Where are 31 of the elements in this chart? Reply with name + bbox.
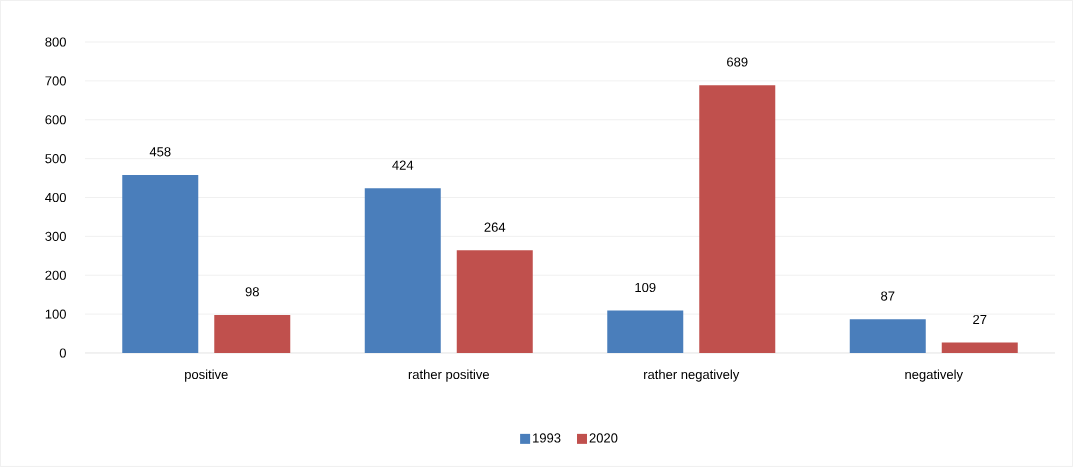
bar xyxy=(607,310,684,353)
y-tick-label: 400 xyxy=(45,192,66,203)
legend-label: 2020 xyxy=(589,433,618,443)
data-label: 458 xyxy=(149,147,171,157)
bar xyxy=(122,174,199,353)
y-tick-label: 700 xyxy=(45,76,66,86)
bar xyxy=(699,85,776,353)
data-label: 109 xyxy=(635,282,656,293)
data-label: 27 xyxy=(973,314,987,324)
y-tick-label: 200 xyxy=(45,270,66,280)
data-label: 689 xyxy=(727,57,748,67)
x-tick-label: rather positive xyxy=(408,369,489,382)
bar xyxy=(214,314,291,353)
data-label: 87 xyxy=(881,291,895,301)
x-tick-label: rather negatively xyxy=(644,369,740,382)
y-tick-label: 300 xyxy=(45,231,66,241)
data-label: 98 xyxy=(245,287,259,297)
data-label: 264 xyxy=(484,222,506,232)
bar xyxy=(849,319,926,353)
y-tick-label: 100 xyxy=(45,309,66,319)
y-tick-label: 500 xyxy=(45,154,66,164)
legend-label: 1993 xyxy=(533,433,561,443)
data-label: 424 xyxy=(392,160,414,170)
y-tick-label: 0 xyxy=(59,348,66,358)
bar xyxy=(364,188,441,353)
x-tick-label: positive xyxy=(185,369,228,382)
y-tick-label: 800 xyxy=(45,37,66,47)
x-tick-label: negatively xyxy=(905,369,963,382)
y-tick-label: 600 xyxy=(45,115,66,125)
bar xyxy=(456,250,533,353)
bar xyxy=(941,342,1018,353)
